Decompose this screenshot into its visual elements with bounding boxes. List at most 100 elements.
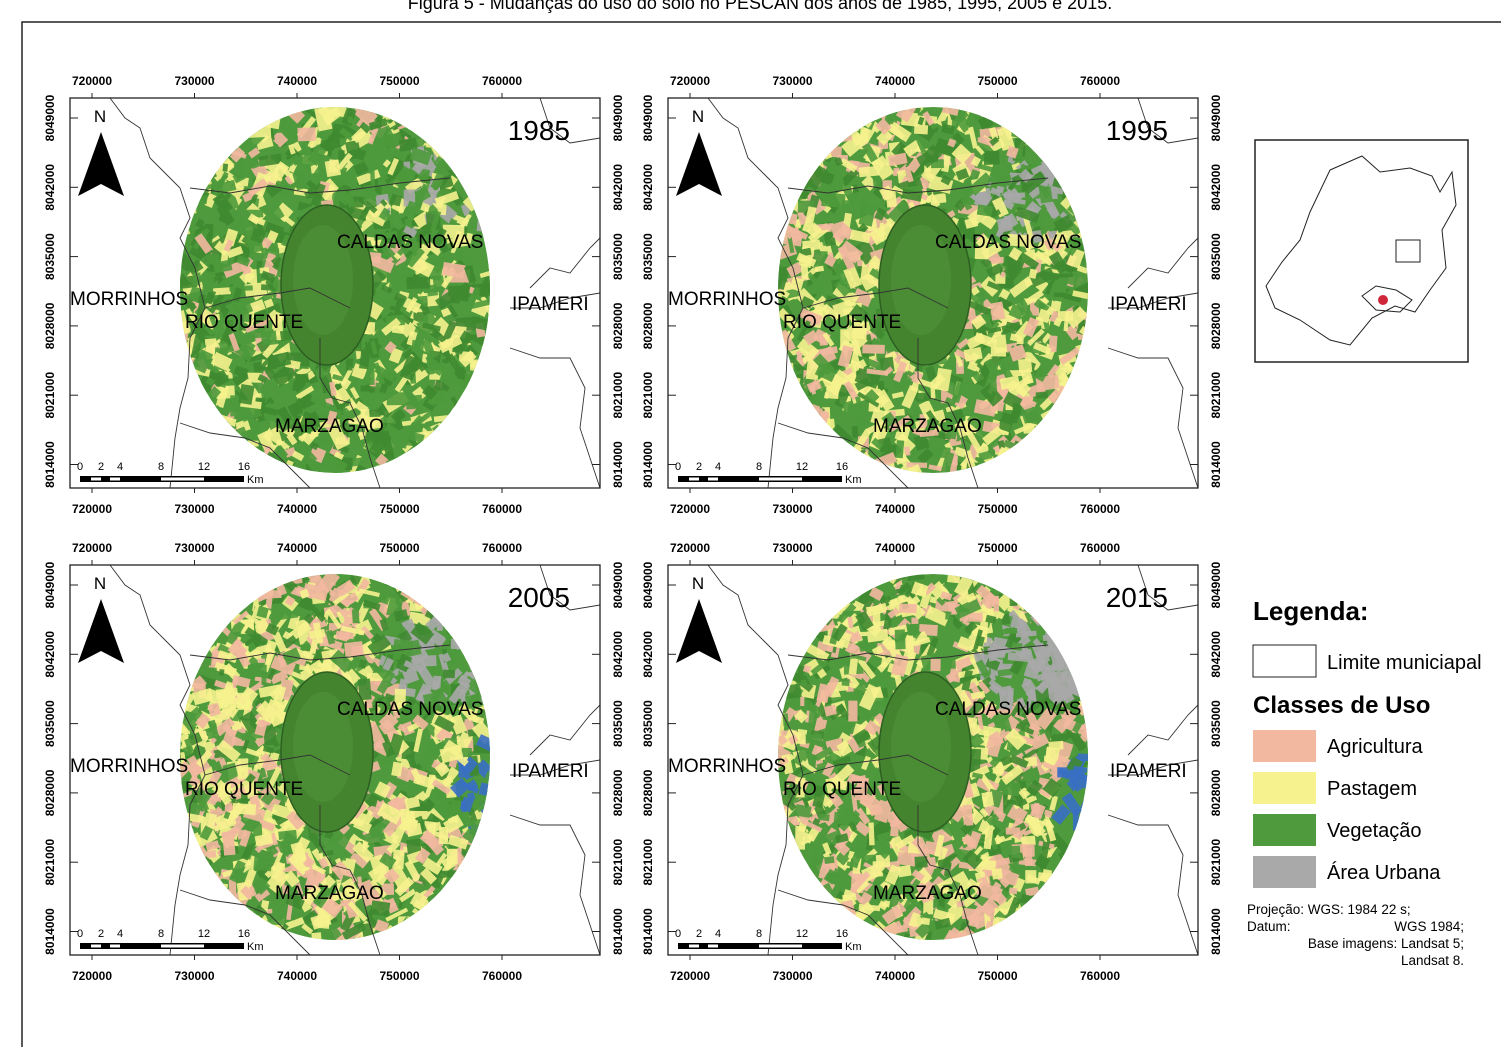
figure-title: Figura 5 - Mudanças do uso do solo no PE… bbox=[408, 0, 1112, 13]
place-name: IPAMERI bbox=[1110, 294, 1187, 315]
land-patch bbox=[820, 129, 831, 141]
scale-label: 16 bbox=[238, 928, 250, 940]
land-patch bbox=[416, 103, 428, 116]
land-patch bbox=[480, 908, 492, 927]
scale-bar-segment bbox=[708, 478, 718, 481]
land-patch bbox=[208, 102, 221, 116]
land-patch bbox=[1017, 338, 1024, 344]
land-patch bbox=[797, 433, 808, 442]
land-patch bbox=[788, 869, 806, 882]
land-patch bbox=[186, 930, 196, 940]
land-patch bbox=[179, 117, 201, 134]
land-patch bbox=[468, 657, 486, 670]
land-patch bbox=[1057, 146, 1071, 169]
land-patch bbox=[260, 569, 279, 588]
land-patch bbox=[1057, 449, 1073, 463]
land-patch bbox=[1035, 446, 1043, 452]
class-swatch bbox=[1253, 856, 1316, 888]
land-patch bbox=[1062, 437, 1072, 451]
land-patch bbox=[418, 104, 435, 120]
land-patch bbox=[1014, 463, 1031, 479]
land-patch bbox=[178, 612, 187, 619]
land-patch bbox=[1016, 455, 1038, 478]
land-patch bbox=[1065, 466, 1077, 478]
land-patch bbox=[464, 900, 476, 915]
land-patch bbox=[1076, 190, 1087, 201]
land-patch bbox=[174, 444, 198, 467]
land-patch bbox=[807, 148, 816, 159]
land-patch bbox=[435, 931, 450, 946]
land-patch bbox=[859, 166, 880, 177]
scale-bar-segment bbox=[110, 478, 120, 481]
land-patch bbox=[448, 580, 461, 605]
land-patch bbox=[1018, 97, 1044, 119]
land-patch bbox=[769, 152, 789, 168]
land-patch bbox=[191, 153, 210, 174]
land-patch bbox=[1046, 913, 1055, 926]
land-patch bbox=[258, 109, 271, 123]
municipal-boundary bbox=[1108, 348, 1198, 488]
land-patch bbox=[1071, 887, 1095, 901]
land-patch bbox=[240, 585, 253, 597]
land-patch bbox=[1021, 446, 1034, 462]
land-patch bbox=[192, 598, 206, 613]
land-patch bbox=[781, 912, 793, 922]
land-patch bbox=[212, 451, 221, 463]
land-patch bbox=[406, 918, 413, 926]
land-patch bbox=[476, 187, 482, 195]
land-patch bbox=[253, 856, 272, 871]
study-area bbox=[1378, 295, 1388, 305]
land-patch bbox=[451, 600, 464, 611]
land-patch bbox=[460, 444, 477, 469]
land-patch bbox=[1031, 587, 1040, 599]
land-patch bbox=[455, 448, 477, 472]
land-patch bbox=[1061, 621, 1078, 637]
land-patch bbox=[799, 108, 811, 118]
land-patch bbox=[788, 416, 793, 423]
land-patch bbox=[804, 577, 817, 590]
scale-bar-segment bbox=[161, 945, 204, 948]
land-patch bbox=[456, 583, 468, 605]
land-patch bbox=[780, 890, 806, 914]
land-patch bbox=[190, 137, 199, 146]
land-patch bbox=[205, 131, 218, 146]
map-year: 1985 bbox=[508, 115, 570, 146]
land-patch bbox=[282, 465, 292, 476]
land-patch bbox=[224, 909, 238, 920]
land-patch bbox=[235, 587, 249, 597]
land-patch bbox=[454, 619, 473, 631]
land-patch bbox=[1045, 910, 1058, 923]
land-patch bbox=[480, 454, 497, 471]
land-patch bbox=[870, 568, 886, 582]
land-patch bbox=[172, 915, 189, 936]
land-patch bbox=[252, 566, 266, 584]
land-patch bbox=[476, 894, 495, 912]
land-patch bbox=[814, 106, 827, 119]
scale-label: 8 bbox=[756, 461, 762, 473]
land-patch bbox=[1039, 461, 1049, 470]
land-patch bbox=[1074, 888, 1088, 902]
land-patch bbox=[204, 437, 213, 451]
land-patch bbox=[238, 119, 251, 130]
land-patch bbox=[854, 923, 864, 933]
land-patch bbox=[421, 934, 436, 945]
land-patch bbox=[794, 112, 812, 130]
land-patch bbox=[1033, 114, 1045, 127]
land-patch bbox=[1026, 443, 1045, 461]
land-patch bbox=[421, 655, 436, 666]
land-patch bbox=[1040, 428, 1056, 436]
land-patch bbox=[311, 932, 322, 946]
land-patch bbox=[464, 151, 489, 170]
land-patch bbox=[1036, 391, 1048, 399]
land-patch bbox=[479, 151, 496, 159]
land-patch bbox=[1079, 211, 1096, 233]
land-patch bbox=[225, 586, 240, 609]
land-patch bbox=[179, 164, 192, 181]
municipal-boundary bbox=[1128, 238, 1198, 288]
land-patch bbox=[983, 573, 998, 582]
land-patch bbox=[791, 170, 813, 178]
land-patch bbox=[782, 142, 793, 153]
land-patch bbox=[1031, 450, 1051, 471]
land-patch bbox=[182, 625, 198, 639]
land-patch bbox=[200, 907, 226, 929]
